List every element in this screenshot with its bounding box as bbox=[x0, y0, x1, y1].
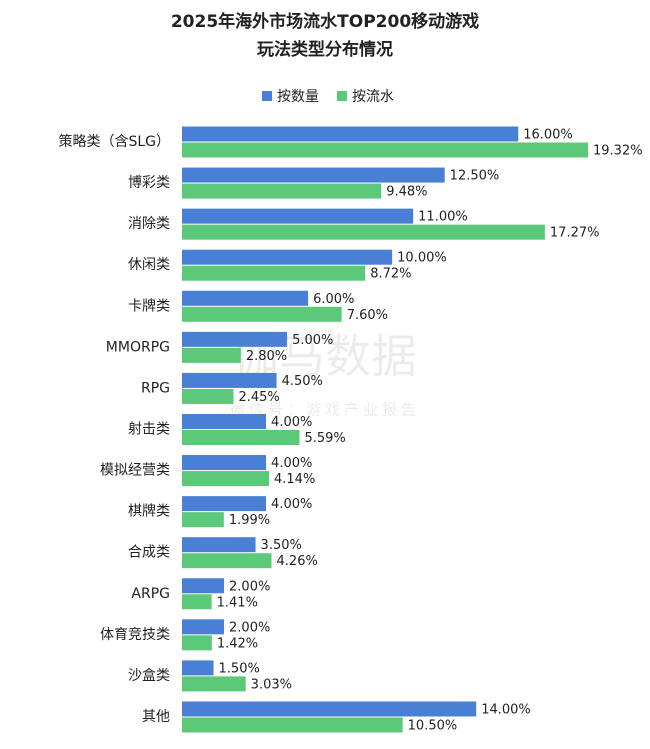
bar bbox=[182, 413, 267, 429]
category-label: MMORPG bbox=[106, 339, 170, 355]
category-label: 射击类 bbox=[128, 421, 170, 437]
value-label: 1.99% bbox=[229, 513, 270, 528]
bar bbox=[182, 167, 445, 183]
bar bbox=[182, 717, 403, 733]
bar bbox=[182, 208, 414, 224]
category-label: 模拟经营类 bbox=[100, 463, 170, 479]
bar bbox=[182, 183, 382, 199]
bar bbox=[182, 331, 288, 347]
category-label: 消除类 bbox=[128, 216, 170, 232]
bar bbox=[182, 265, 366, 281]
legend-label: 按数量 bbox=[277, 89, 319, 105]
category-label: RPG bbox=[141, 380, 170, 396]
bar bbox=[182, 224, 545, 240]
value-label: 16.00% bbox=[523, 128, 573, 143]
value-label: 1.41% bbox=[217, 595, 258, 610]
value-label: 10.50% bbox=[408, 718, 458, 733]
value-label: 2.45% bbox=[238, 390, 279, 405]
legend-swatch bbox=[337, 91, 347, 101]
category-label: 其他 bbox=[142, 709, 170, 725]
watermark: 微信号：游戏产业报告 bbox=[230, 401, 420, 419]
value-label: 4.00% bbox=[271, 497, 312, 512]
bar bbox=[182, 249, 393, 265]
value-label: 4.50% bbox=[282, 374, 323, 389]
value-label: 2.80% bbox=[246, 349, 287, 364]
bar bbox=[182, 594, 212, 610]
value-label: 2.00% bbox=[229, 620, 270, 635]
value-label: 4.26% bbox=[277, 554, 318, 569]
bar bbox=[182, 429, 300, 445]
bar bbox=[182, 142, 588, 158]
bar bbox=[182, 635, 212, 651]
value-label: 5.59% bbox=[304, 431, 345, 446]
bar bbox=[182, 306, 342, 322]
value-label: 5.00% bbox=[292, 333, 333, 348]
bar bbox=[182, 471, 269, 487]
bar bbox=[182, 126, 519, 142]
bar bbox=[182, 676, 246, 692]
value-label: 3.03% bbox=[251, 677, 292, 692]
legend-swatch bbox=[262, 91, 272, 101]
bar bbox=[182, 537, 256, 553]
value-label: 7.60% bbox=[347, 308, 388, 323]
bar bbox=[182, 455, 267, 471]
category-label: 博彩类 bbox=[128, 174, 170, 191]
value-label: 10.00% bbox=[397, 251, 447, 266]
value-label: 6.00% bbox=[313, 292, 354, 307]
bar bbox=[182, 553, 272, 569]
bar bbox=[182, 496, 267, 512]
value-label: 8.72% bbox=[370, 267, 411, 282]
value-label: 11.00% bbox=[418, 210, 468, 225]
value-label: 2.00% bbox=[229, 579, 270, 594]
value-label: 3.50% bbox=[261, 538, 302, 553]
value-label: 1.50% bbox=[219, 661, 260, 676]
category-label: 棋牌类 bbox=[128, 503, 170, 520]
value-label: 19.32% bbox=[593, 144, 643, 159]
bar bbox=[182, 701, 477, 717]
bar bbox=[182, 619, 225, 635]
bar bbox=[182, 512, 224, 528]
value-label: 4.14% bbox=[274, 472, 315, 487]
category-label: 合成类 bbox=[128, 545, 170, 561]
value-label: 12.50% bbox=[450, 169, 500, 184]
bar bbox=[182, 578, 225, 594]
bar bbox=[182, 290, 309, 306]
category-label: 体育竞技类 bbox=[100, 626, 170, 643]
category-label: 卡牌类 bbox=[128, 297, 170, 314]
chart-title: 2025年海外市场流水TOP200移动游戏 bbox=[171, 11, 479, 32]
value-label: 4.00% bbox=[271, 456, 312, 471]
chart-title: 玩法类型分布情况 bbox=[257, 39, 393, 60]
value-label: 4.00% bbox=[271, 415, 312, 430]
bar bbox=[182, 388, 234, 404]
value-label: 14.00% bbox=[481, 702, 531, 717]
value-label: 9.48% bbox=[386, 185, 427, 200]
bar bbox=[182, 660, 214, 676]
value-label: 1.42% bbox=[217, 636, 258, 651]
category-label: ARPG bbox=[131, 586, 170, 602]
legend-label: 按流水 bbox=[352, 89, 394, 105]
value-label: 17.27% bbox=[550, 226, 600, 241]
bar bbox=[182, 372, 277, 388]
category-label: 策略类（含SLG） bbox=[58, 133, 170, 150]
category-label: 沙盒类 bbox=[128, 667, 170, 684]
category-label: 休闲类 bbox=[128, 257, 170, 273]
bar bbox=[182, 347, 241, 363]
